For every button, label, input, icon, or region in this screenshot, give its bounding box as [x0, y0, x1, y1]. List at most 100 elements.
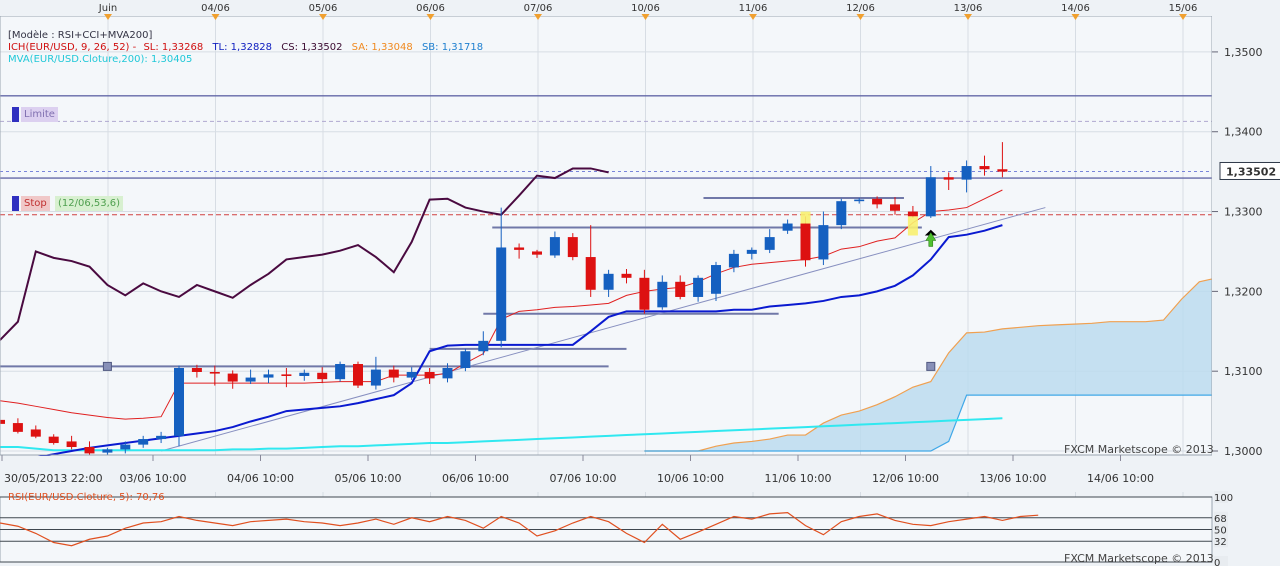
- candle-body: [209, 371, 220, 374]
- top-date-label: 14/06: [1061, 3, 1090, 14]
- candle-body: [102, 449, 113, 453]
- bottom-date-label: 03/06 10:00: [120, 472, 187, 485]
- rsi-line: [0, 511, 1039, 547]
- candle-body: [30, 429, 41, 437]
- ichimoku-cloud: [644, 277, 1280, 452]
- price-tick-label: 1,3500: [1224, 46, 1263, 59]
- top-axis-bg: [0, 0, 1212, 16]
- top-date-label: 13/06: [954, 3, 983, 14]
- candle-body: [84, 447, 95, 454]
- stop-order-label[interactable]: Stop: [21, 196, 50, 211]
- chikou-span-line: [0, 167, 609, 341]
- candle-body: [66, 441, 77, 448]
- bottom-date-label: 14/06 10:00: [1087, 472, 1154, 485]
- candle-body: [764, 237, 775, 250]
- highlight-box: [907, 216, 918, 236]
- candle-body: [263, 374, 274, 378]
- rsi-level-box: [1214, 511, 1228, 524]
- hline-handle-left: [102, 361, 112, 371]
- price-tick-label: 1,3200: [1224, 285, 1263, 298]
- rsi-level-box: [1214, 535, 1228, 548]
- candle-body: [120, 444, 131, 450]
- rsi-level-label: 68: [1214, 514, 1227, 525]
- candle-body: [227, 373, 238, 382]
- mva-legend: MVA(EUR/USD.Cloture,200): 1,30405: [8, 54, 193, 65]
- date-marker-icon: [534, 14, 542, 20]
- candle-body: [299, 372, 310, 376]
- candle-body: [460, 351, 471, 368]
- model-label: [Modèle : RSI+CCI+MVA200]: [8, 30, 153, 41]
- date-marker-icon: [104, 14, 112, 20]
- candle-body: [979, 166, 990, 170]
- bottom-date-label: 04/06 10:00: [227, 472, 294, 485]
- candle-body: [335, 364, 346, 380]
- bottom-date-label: 11/06 10:00: [765, 472, 832, 485]
- candle-body: [585, 257, 596, 290]
- candle-body: [782, 223, 793, 231]
- bottom-date-label: 06/06 10:00: [442, 472, 509, 485]
- candle-body: [191, 367, 202, 372]
- candle-body: [317, 372, 328, 380]
- candle-body: [711, 265, 721, 294]
- top-date-label: 10/06: [631, 3, 660, 14]
- mva200-line: [0, 417, 1003, 452]
- candle-body: [549, 237, 560, 256]
- date-marker-icon: [319, 14, 327, 20]
- candle-body: [746, 249, 757, 254]
- date-marker-icon: [1071, 14, 1080, 20]
- bottom-date-label: 10/06 10:00: [657, 472, 724, 485]
- candle-body: [281, 374, 292, 376]
- watermark: FXCM Marketscope © 2013: [1064, 443, 1214, 456]
- rsi-level-box: [1214, 491, 1228, 503]
- top-date-label: 04/06: [201, 3, 230, 14]
- candle-body: [621, 273, 632, 278]
- ich-cs: CS: 1,33502: [281, 42, 343, 53]
- top-date-label: 11/06: [739, 3, 768, 14]
- candle-body: [639, 277, 650, 310]
- rsi-title: RSI(EUR/USD.Cloture, 5): 70,76: [8, 492, 165, 503]
- candle-body: [818, 225, 829, 260]
- candle-body: [872, 198, 883, 205]
- bottom-date-label: 30/05/2013 22:00: [4, 472, 103, 485]
- candle-body: [442, 367, 453, 379]
- date-marker-icon: [1179, 14, 1187, 20]
- candle-body: [156, 435, 167, 440]
- limit-handle[interactable]: [12, 107, 19, 122]
- ich-tl: TL: 1,32828: [212, 42, 273, 53]
- rsi-level-box: [1214, 556, 1228, 566]
- price-tick-label: 1,3100: [1224, 365, 1263, 378]
- price-tick-label: 1,3400: [1224, 126, 1263, 139]
- candle-body: [496, 247, 507, 341]
- candle-body: [138, 439, 149, 445]
- rsi-level-label: 50: [1214, 526, 1227, 537]
- candle-body: [514, 247, 525, 250]
- top-date-label: Juin: [98, 3, 117, 14]
- candle-body: [48, 436, 59, 444]
- bottom-date-label: 05/06 10:00: [335, 472, 402, 485]
- date-marker-icon: [856, 14, 865, 20]
- candle-body: [890, 204, 900, 211]
- rsi-watermark: FXCM Marketscope © 2013: [1064, 552, 1214, 565]
- candle-body: [353, 364, 363, 386]
- date-marker-icon: [749, 14, 757, 20]
- bottom-date-label: 07/06 10:00: [550, 472, 617, 485]
- candle-body: [406, 371, 417, 378]
- candle-body: [174, 367, 184, 436]
- rsi-level-label: 32: [1214, 537, 1227, 548]
- stop-handle[interactable]: [12, 196, 19, 211]
- price-tick-label: 1,3000: [1224, 445, 1263, 458]
- candle-body: [800, 223, 811, 261]
- price-axis-bg: [1212, 0, 1280, 566]
- rsi-level-label: 0: [1214, 558, 1220, 566]
- ich-name: ICH(EUR/USD, 9, 26, 52) -: [8, 42, 137, 53]
- date-marker-icon: [964, 14, 972, 20]
- top-date-label: 06/06: [416, 3, 445, 14]
- candle-body: [567, 237, 578, 258]
- candle-body: [657, 281, 668, 308]
- limit-order-label[interactable]: Limite: [21, 107, 58, 122]
- stop-order-info: (12/06,53,6): [55, 196, 124, 211]
- candle-body: [925, 177, 936, 217]
- highlight-box: [800, 211, 811, 224]
